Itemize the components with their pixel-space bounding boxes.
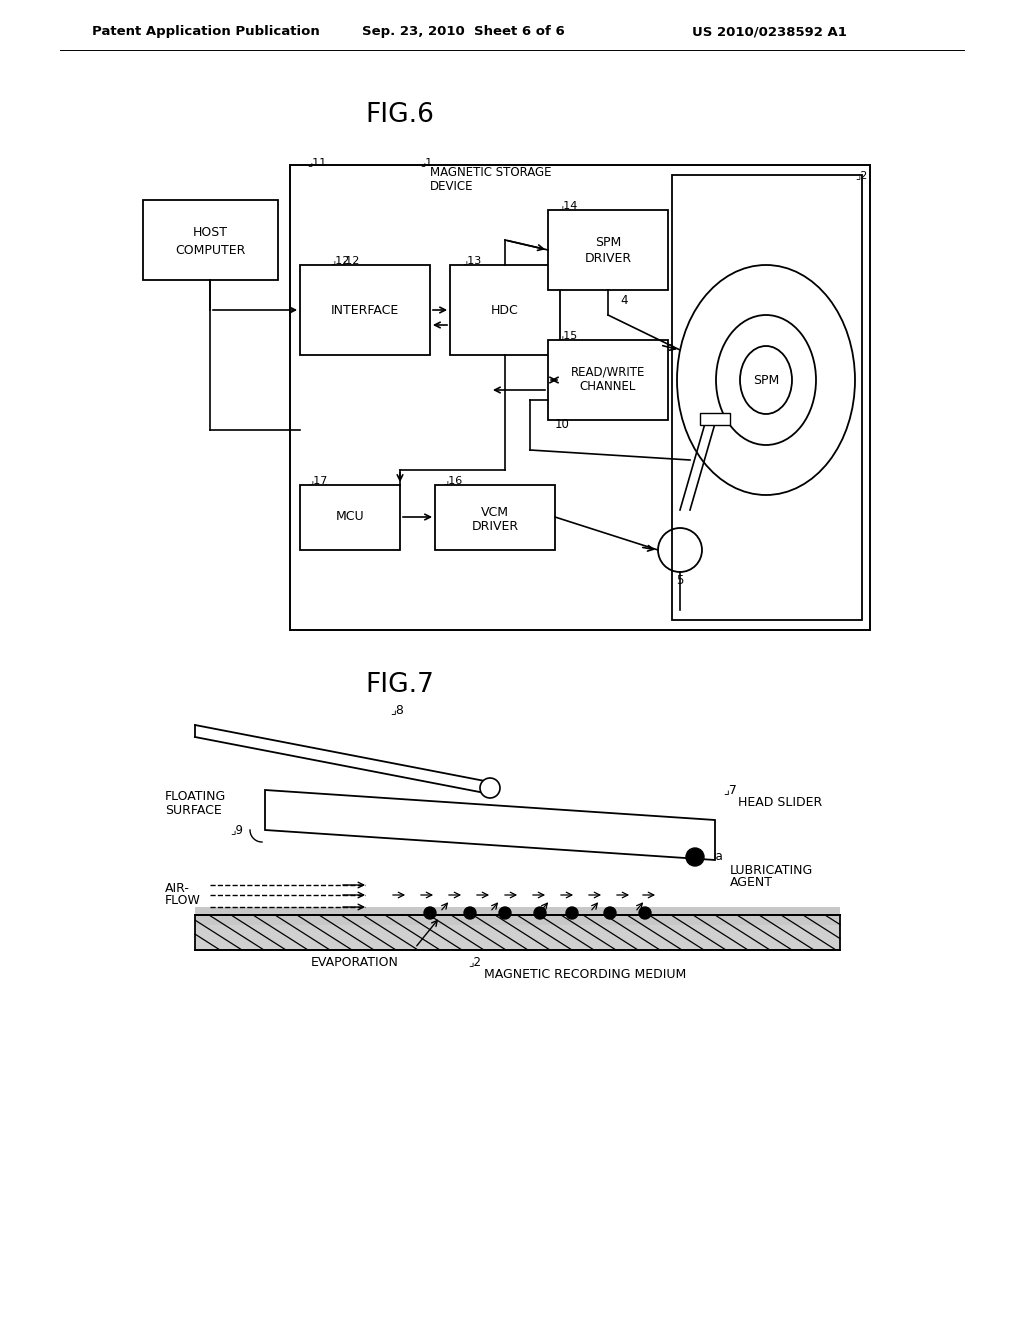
Text: SPM: SPM bbox=[595, 235, 622, 248]
Text: CHANNEL: CHANNEL bbox=[580, 380, 636, 393]
Circle shape bbox=[639, 907, 651, 919]
Bar bbox=[290, 165, 870, 630]
Text: FLOATING: FLOATING bbox=[165, 791, 226, 804]
Text: ⌟14: ⌟14 bbox=[558, 201, 578, 210]
Text: LUBRICATING: LUBRICATING bbox=[730, 863, 813, 876]
Text: US 2010/0238592 A1: US 2010/0238592 A1 bbox=[692, 25, 847, 38]
Text: EVAPORATION: EVAPORATION bbox=[311, 956, 399, 969]
Text: ⌟2: ⌟2 bbox=[468, 956, 481, 969]
Circle shape bbox=[686, 847, 705, 866]
Text: HOST: HOST bbox=[193, 227, 227, 239]
Text: COMPUTER: COMPUTER bbox=[175, 243, 245, 256]
Text: ⌟9: ⌟9 bbox=[230, 824, 243, 837]
Circle shape bbox=[499, 907, 511, 919]
Text: 5: 5 bbox=[676, 573, 684, 586]
Text: SURFACE: SURFACE bbox=[165, 804, 222, 817]
Text: 4: 4 bbox=[620, 293, 628, 306]
Bar bbox=[195, 925, 840, 950]
Bar bbox=[450, 265, 560, 355]
Text: ⌟13: ⌟13 bbox=[462, 255, 481, 265]
Text: ⌟12: ⌟12 bbox=[330, 255, 349, 265]
Text: HEAD SLIDER: HEAD SLIDER bbox=[738, 796, 822, 809]
Text: AGENT: AGENT bbox=[730, 876, 773, 890]
Bar bbox=[435, 484, 555, 550]
Bar bbox=[143, 201, 278, 280]
Text: ⌟8: ⌟8 bbox=[390, 704, 403, 717]
Text: HDC: HDC bbox=[492, 304, 519, 317]
Circle shape bbox=[480, 777, 500, 799]
Text: ⌟17: ⌟17 bbox=[308, 475, 328, 484]
Text: FIG.6: FIG.6 bbox=[366, 102, 434, 128]
Text: ⌟1: ⌟1 bbox=[420, 157, 432, 168]
Bar bbox=[300, 265, 430, 355]
Bar bbox=[195, 907, 840, 925]
Text: SPM: SPM bbox=[753, 374, 779, 387]
Text: ⌟12: ⌟12 bbox=[340, 255, 359, 265]
Circle shape bbox=[464, 907, 476, 919]
Circle shape bbox=[424, 907, 436, 919]
Text: VCM: VCM bbox=[481, 506, 509, 519]
Text: FIG.7: FIG.7 bbox=[366, 672, 434, 698]
Text: DEVICE: DEVICE bbox=[430, 181, 473, 194]
Text: ⌟7: ⌟7 bbox=[723, 784, 737, 796]
Bar bbox=[300, 484, 400, 550]
Text: MAGNETIC RECORDING MEDIUM: MAGNETIC RECORDING MEDIUM bbox=[484, 969, 686, 982]
Polygon shape bbox=[265, 789, 715, 861]
Circle shape bbox=[604, 907, 616, 919]
Text: ⌟16: ⌟16 bbox=[443, 475, 462, 484]
Text: ⌟11: ⌟11 bbox=[307, 157, 327, 168]
Bar bbox=[548, 341, 668, 420]
Circle shape bbox=[534, 907, 546, 919]
Text: DRIVER: DRIVER bbox=[585, 252, 632, 264]
Text: ⌟15: ⌟15 bbox=[558, 330, 578, 341]
Text: 9a: 9a bbox=[708, 850, 723, 862]
Text: Sep. 23, 2010  Sheet 6 of 6: Sep. 23, 2010 Sheet 6 of 6 bbox=[362, 25, 565, 38]
Text: Patent Application Publication: Patent Application Publication bbox=[92, 25, 319, 38]
Bar bbox=[672, 176, 862, 620]
Text: MAGNETIC STORAGE: MAGNETIC STORAGE bbox=[430, 165, 552, 178]
Bar bbox=[548, 210, 668, 290]
Text: DRIVER: DRIVER bbox=[471, 520, 518, 533]
Text: AIR-: AIR- bbox=[165, 882, 189, 895]
Bar bbox=[700, 413, 730, 425]
Text: ⌟2: ⌟2 bbox=[855, 170, 867, 180]
Text: READ/WRITE: READ/WRITE bbox=[570, 366, 645, 379]
Text: FLOW: FLOW bbox=[165, 895, 201, 908]
Text: INTERFACE: INTERFACE bbox=[331, 304, 399, 317]
Text: 10: 10 bbox=[555, 418, 570, 432]
Circle shape bbox=[566, 907, 578, 919]
Text: MCU: MCU bbox=[336, 511, 365, 524]
